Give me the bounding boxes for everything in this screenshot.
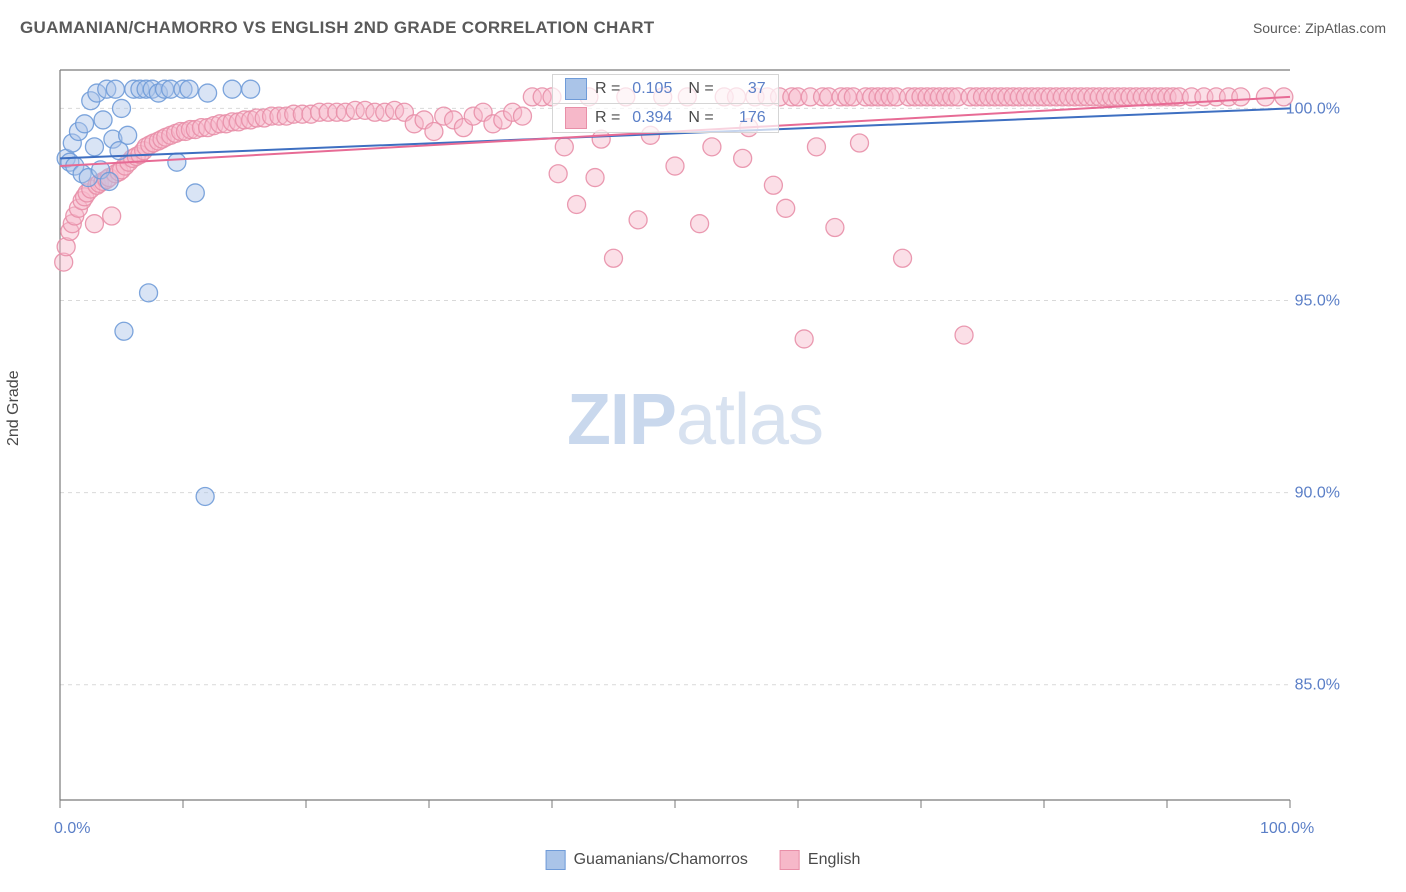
legend-item-blue: Guamanians/Chamorros <box>546 850 748 870</box>
x-axis-min-label: 0.0% <box>54 820 90 838</box>
swatch-blue-icon <box>565 78 587 100</box>
svg-text:85.0%: 85.0% <box>1295 677 1340 694</box>
chart-title: GUAMANIAN/CHAMORRO VS ENGLISH 2ND GRADE … <box>20 18 654 38</box>
source-attribution: Source: ZipAtlas.com <box>1253 20 1386 36</box>
plot-area: 85.0%90.0%95.0%100.0% ZIPatlas R = 0.105… <box>50 60 1340 810</box>
n-label: N = <box>688 109 713 127</box>
swatch-pink-icon <box>780 850 800 870</box>
legend: Guamanians/Chamorros English <box>546 850 861 870</box>
legend-item-pink: English <box>780 850 860 870</box>
n-label: N = <box>688 80 713 98</box>
r-value-pink: 0.394 <box>628 109 672 127</box>
n-value-blue: 37 <box>722 80 766 98</box>
legend-label-blue: Guamanians/Chamorros <box>574 851 748 868</box>
y-axis-label: 2nd Grade <box>5 370 23 446</box>
r-label: R = <box>595 80 620 98</box>
swatch-blue-icon <box>546 850 566 870</box>
stats-row-pink: R = 0.394 N = 176 <box>552 104 779 133</box>
legend-label-pink: English <box>808 851 860 868</box>
scatter-chart: 85.0% 90.0% 95.0% 100.0% <box>50 60 1340 810</box>
stats-row-blue: R = 0.105 N = 37 <box>552 74 779 104</box>
r-label: R = <box>595 109 620 127</box>
r-value-blue: 0.105 <box>628 80 672 98</box>
swatch-pink-icon <box>565 107 587 129</box>
svg-text:95.0%: 95.0% <box>1295 293 1340 310</box>
x-axis-max-label: 100.0% <box>1260 820 1314 838</box>
svg-text:90.0%: 90.0% <box>1295 485 1340 502</box>
svg-text:100.0%: 100.0% <box>1286 100 1340 117</box>
n-value-pink: 176 <box>722 109 766 127</box>
correlation-stats-box: R = 0.105 N = 37 R = 0.394 N = 176 <box>552 74 779 133</box>
